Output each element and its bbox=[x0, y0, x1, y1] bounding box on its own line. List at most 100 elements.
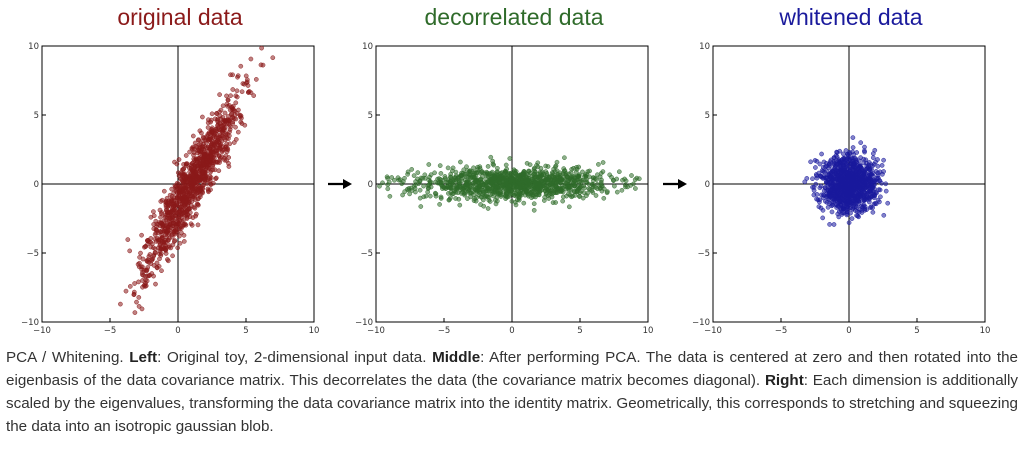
data-point bbox=[577, 172, 582, 178]
y-tick-label: −5 bbox=[26, 249, 39, 259]
data-point bbox=[402, 175, 407, 181]
data-point bbox=[136, 279, 141, 285]
data-point bbox=[492, 173, 498, 179]
data-point bbox=[448, 174, 453, 180]
x-tick-label: 5 bbox=[914, 326, 919, 336]
data-point bbox=[139, 232, 144, 238]
caption-intro: PCA / Whitening. bbox=[6, 349, 130, 366]
data-point bbox=[413, 189, 418, 195]
data-point bbox=[587, 187, 593, 192]
data-point bbox=[834, 196, 840, 202]
data-point bbox=[118, 301, 123, 307]
data-point bbox=[474, 180, 480, 185]
data-point bbox=[227, 107, 233, 113]
data-point bbox=[614, 189, 620, 195]
data-point bbox=[445, 165, 451, 171]
data-point bbox=[493, 201, 499, 207]
data-point bbox=[151, 209, 156, 214]
data-point bbox=[855, 213, 861, 219]
data-point bbox=[132, 310, 138, 315]
y-tick-label: 5 bbox=[34, 111, 39, 121]
data-point bbox=[189, 166, 194, 172]
data-point bbox=[488, 154, 494, 160]
data-point bbox=[397, 177, 403, 183]
data-point bbox=[148, 244, 154, 250]
data-point bbox=[629, 173, 634, 178]
data-point bbox=[491, 162, 497, 168]
data-point bbox=[821, 195, 826, 201]
data-point bbox=[633, 186, 638, 191]
data-point bbox=[838, 202, 844, 208]
data-point bbox=[802, 179, 808, 185]
x-tick-label: −5 bbox=[104, 326, 117, 336]
data-point bbox=[159, 268, 164, 274]
data-point bbox=[873, 159, 878, 165]
data-point bbox=[488, 180, 493, 186]
data-point bbox=[216, 168, 222, 174]
data-point bbox=[849, 198, 855, 203]
y-tick-label: 10 bbox=[28, 42, 39, 52]
data-point bbox=[151, 226, 157, 232]
data-point bbox=[450, 165, 456, 171]
data-point bbox=[834, 176, 840, 182]
data-point bbox=[136, 304, 142, 309]
data-point bbox=[212, 167, 218, 173]
data-point bbox=[593, 193, 599, 198]
data-point bbox=[571, 183, 577, 189]
data-point bbox=[224, 141, 229, 147]
data-point bbox=[808, 159, 813, 165]
data-point bbox=[848, 187, 854, 193]
data-point bbox=[632, 177, 638, 182]
data-point bbox=[411, 173, 417, 178]
data-point bbox=[819, 151, 824, 157]
data-point bbox=[862, 190, 868, 195]
data-point bbox=[234, 94, 240, 100]
data-point bbox=[238, 63, 244, 69]
data-point bbox=[148, 214, 154, 220]
data-point bbox=[479, 182, 485, 188]
data-point bbox=[523, 179, 529, 185]
data-point bbox=[204, 162, 210, 168]
data-point bbox=[190, 144, 196, 150]
data-point bbox=[180, 187, 186, 193]
panel-title: whitened data bbox=[779, 4, 923, 30]
data-point bbox=[464, 164, 469, 170]
data-point bbox=[418, 204, 424, 209]
data-point bbox=[233, 116, 239, 122]
data-point bbox=[196, 156, 202, 162]
y-tick-label: 0 bbox=[34, 180, 39, 190]
data-point bbox=[426, 177, 432, 183]
data-point bbox=[230, 121, 236, 126]
data-point bbox=[607, 172, 613, 178]
caption-middle-label: Middle bbox=[432, 349, 481, 366]
data-point bbox=[520, 171, 526, 177]
data-point bbox=[570, 193, 575, 199]
data-point bbox=[208, 182, 214, 187]
data-point bbox=[532, 168, 537, 174]
data-point bbox=[829, 209, 835, 215]
data-point bbox=[213, 148, 219, 153]
data-point bbox=[176, 215, 182, 221]
arrow-right-icon bbox=[328, 179, 352, 189]
data-point bbox=[213, 175, 219, 181]
data-point bbox=[232, 108, 238, 114]
data-point bbox=[389, 175, 395, 180]
data-point bbox=[437, 163, 443, 168]
data-point bbox=[817, 161, 823, 167]
data-point bbox=[161, 228, 167, 234]
data-point bbox=[827, 159, 833, 164]
data-point bbox=[457, 202, 463, 208]
data-point bbox=[248, 56, 254, 62]
data-point bbox=[539, 179, 545, 185]
data-point bbox=[831, 222, 837, 227]
data-point bbox=[554, 159, 560, 165]
data-point bbox=[485, 185, 491, 191]
data-point bbox=[196, 148, 202, 154]
data-point bbox=[560, 198, 566, 204]
data-point bbox=[552, 174, 558, 180]
data-point bbox=[458, 159, 463, 165]
data-point bbox=[856, 168, 862, 174]
data-point bbox=[816, 170, 822, 176]
original-data-panel: original data −10 −5 0 5 10 10 5 0 −5 −10 bbox=[21, 0, 322, 340]
data-point bbox=[174, 202, 180, 207]
